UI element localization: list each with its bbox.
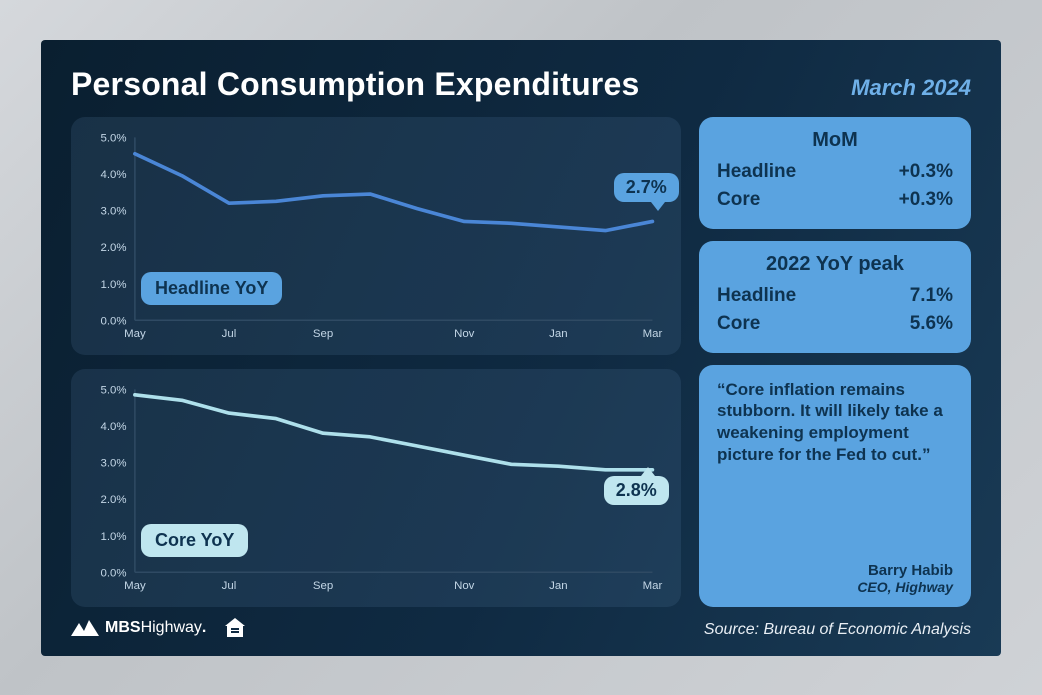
report-date: March 2024 xyxy=(851,75,971,101)
charts-column: 0.0% 1.0% 2.0% 3.0% 4.0% 5.0% May Jul Sep Nov Jan M… xyxy=(71,117,681,608)
headline-chart-label-pill: Headline YoY xyxy=(141,272,282,305)
headline-chart-label: Headline YoY xyxy=(155,278,268,298)
brand-dot xyxy=(202,619,206,636)
svg-text:4.0%: 4.0% xyxy=(101,169,127,181)
core-chart: 0.0% 1.0% 2.0% 3.0% 4.0% 5.0% May Jul Sep Nov Jan M… xyxy=(85,381,667,599)
peak-title: 2022 YoY peak xyxy=(717,253,953,276)
svg-text:May: May xyxy=(124,327,146,339)
quote-attribution: Barry Habib CEO, Highway xyxy=(717,562,953,595)
peak-core-label: Core xyxy=(717,310,760,339)
core-callout: 2.8% xyxy=(604,476,669,505)
quote-role: CEO, Highway xyxy=(717,579,953,595)
mountain-icon xyxy=(71,620,99,636)
brand-area: MBSHighway xyxy=(71,617,246,639)
footer: MBSHighway Source: Bureau of Economic An… xyxy=(71,617,971,639)
mom-box: MoM Headline +0.3% Core +0.3% xyxy=(699,117,971,229)
source-text: Source: Bureau of Economic Analysis xyxy=(704,621,971,639)
svg-text:5.0%: 5.0% xyxy=(101,384,127,396)
headline-chart-panel: 0.0% 1.0% 2.0% 3.0% 4.0% 5.0% May Jul Sep Nov Jan M… xyxy=(71,117,681,355)
equal-housing-icon xyxy=(224,617,246,639)
svg-text:Jan: Jan xyxy=(549,327,567,339)
header: Personal Consumption Expenditures March … xyxy=(71,66,971,103)
core-chart-label: Core YoY xyxy=(155,530,234,550)
quote-text: “Core inflation remains stubborn. It wil… xyxy=(717,379,953,466)
svg-text:May: May xyxy=(124,580,146,592)
svg-text:2.0%: 2.0% xyxy=(101,494,127,506)
svg-text:Jan: Jan xyxy=(549,580,567,592)
svg-text:Sep: Sep xyxy=(313,580,333,592)
svg-text:0.0%: 0.0% xyxy=(101,567,127,579)
peak-headline-value: 7.1% xyxy=(910,282,953,311)
mom-row-headline: Headline +0.3% xyxy=(717,158,953,187)
svg-text:Jul: Jul xyxy=(222,580,237,592)
infographic-card: Personal Consumption Expenditures March … xyxy=(41,40,1001,656)
mom-headline-label: Headline xyxy=(717,158,796,187)
svg-text:5.0%: 5.0% xyxy=(101,132,127,144)
svg-text:Mar: Mar xyxy=(643,327,663,339)
svg-text:Sep: Sep xyxy=(313,327,333,339)
quote-name: Barry Habib xyxy=(717,562,953,579)
svg-text:1.0%: 1.0% xyxy=(101,278,127,290)
svg-text:3.0%: 3.0% xyxy=(101,457,127,469)
brand-prefix: MBS xyxy=(105,619,141,636)
body: 0.0% 1.0% 2.0% 3.0% 4.0% 5.0% May Jul Sep Nov Jan M… xyxy=(71,117,971,608)
headline-chart: 0.0% 1.0% 2.0% 3.0% 4.0% 5.0% May Jul Sep Nov Jan M… xyxy=(85,129,667,347)
core-chart-panel: 0.0% 1.0% 2.0% 3.0% 4.0% 5.0% May Jul Sep Nov Jan M… xyxy=(71,369,681,607)
quote-box: “Core inflation remains stubborn. It wil… xyxy=(699,365,971,608)
svg-text:Nov: Nov xyxy=(454,580,475,592)
svg-text:3.0%: 3.0% xyxy=(101,205,127,217)
brand-suffix: Highway xyxy=(141,619,202,636)
svg-text:4.0%: 4.0% xyxy=(101,421,127,433)
sidebar: MoM Headline +0.3% Core +0.3% 2022 YoY p… xyxy=(699,117,971,608)
peak-headline-label: Headline xyxy=(717,282,796,311)
page-title: Personal Consumption Expenditures xyxy=(71,66,639,103)
mom-title: MoM xyxy=(717,129,953,152)
headline-callout-value: 2.7% xyxy=(626,177,667,197)
svg-text:Jul: Jul xyxy=(222,327,237,339)
svg-text:1.0%: 1.0% xyxy=(101,531,127,543)
mom-headline-value: +0.3% xyxy=(899,158,953,187)
mom-core-value: +0.3% xyxy=(899,186,953,215)
core-callout-value: 2.8% xyxy=(616,480,657,500)
peak-row-core: Core 5.6% xyxy=(717,310,953,339)
peak-core-value: 5.6% xyxy=(910,310,953,339)
svg-text:2.0%: 2.0% xyxy=(101,242,127,254)
headline-callout: 2.7% xyxy=(614,173,679,202)
svg-text:0.0%: 0.0% xyxy=(101,315,127,327)
mbs-highway-logo: MBSHighway xyxy=(71,619,206,637)
peak-box: 2022 YoY peak Headline 7.1% Core 5.6% xyxy=(699,241,971,353)
svg-text:Nov: Nov xyxy=(454,327,475,339)
mom-row-core: Core +0.3% xyxy=(717,186,953,215)
mom-core-label: Core xyxy=(717,186,760,215)
peak-row-headline: Headline 7.1% xyxy=(717,282,953,311)
core-chart-label-pill: Core YoY xyxy=(141,524,248,557)
svg-text:Mar: Mar xyxy=(643,580,663,592)
